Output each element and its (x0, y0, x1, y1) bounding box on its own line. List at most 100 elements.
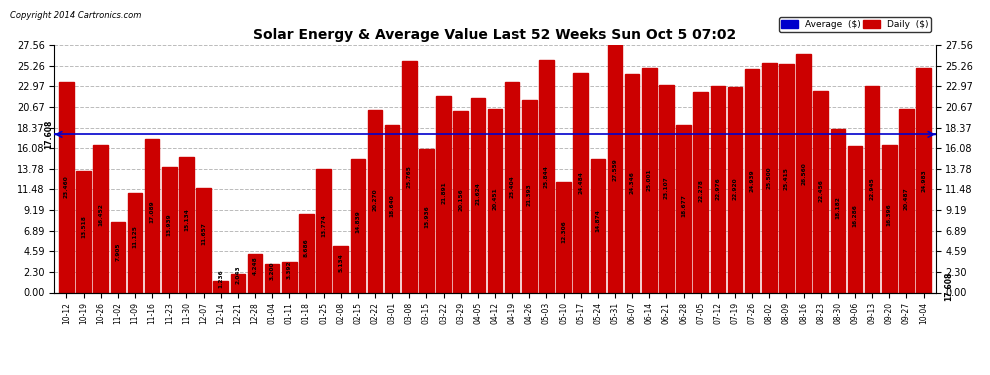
Text: 21.624: 21.624 (475, 182, 480, 205)
Bar (847, 146, 862, 292)
Bar (488, 109, 502, 292)
Bar (744, 69, 759, 292)
Bar (76, 171, 91, 292)
Bar (591, 159, 605, 292)
Bar (522, 100, 537, 292)
Bar (196, 188, 211, 292)
Bar (59, 82, 73, 292)
Bar (248, 254, 262, 292)
Bar (779, 64, 794, 292)
Text: 18.677: 18.677 (681, 194, 686, 217)
Text: 24.939: 24.939 (749, 169, 754, 192)
Bar (299, 214, 314, 292)
Bar (265, 264, 279, 292)
Text: 4.248: 4.248 (252, 256, 257, 275)
Text: 18.182: 18.182 (836, 196, 841, 219)
Bar (625, 74, 640, 292)
Bar (642, 68, 656, 292)
Bar (162, 167, 176, 292)
Text: 21.393: 21.393 (527, 183, 532, 206)
Bar (419, 149, 434, 292)
Bar (402, 61, 417, 292)
Bar (831, 129, 845, 292)
Text: 22.976: 22.976 (716, 177, 721, 200)
Bar (316, 169, 331, 292)
Text: 24.983: 24.983 (921, 169, 926, 192)
Text: 20.156: 20.156 (458, 188, 463, 211)
Text: 22.920: 22.920 (733, 177, 738, 200)
Bar (145, 139, 159, 292)
Bar (350, 159, 365, 292)
Text: 12.306: 12.306 (561, 220, 566, 243)
Text: 17.608: 17.608 (944, 272, 953, 302)
Bar (659, 85, 674, 292)
Bar (676, 125, 691, 292)
Text: 11.657: 11.657 (201, 222, 206, 245)
Text: 27.559: 27.559 (613, 158, 618, 181)
Text: 17.608: 17.608 (45, 120, 53, 149)
Bar (93, 145, 108, 292)
Bar (556, 182, 571, 292)
Bar (128, 193, 143, 292)
Bar (111, 222, 125, 292)
Text: 25.765: 25.765 (407, 165, 412, 188)
Bar (282, 262, 297, 292)
Bar (711, 86, 725, 292)
Bar (214, 281, 228, 292)
Bar (385, 125, 399, 292)
Bar (608, 45, 623, 292)
Text: 7.905: 7.905 (116, 242, 121, 261)
Bar (882, 145, 897, 292)
Text: 13.518: 13.518 (81, 215, 86, 238)
Title: Solar Energy & Average Value Last 52 Weeks Sun Oct 5 07:02: Solar Energy & Average Value Last 52 Wee… (253, 28, 737, 42)
Text: 13.939: 13.939 (166, 213, 172, 236)
Bar (231, 274, 246, 292)
Bar (573, 73, 588, 292)
Bar (179, 157, 194, 292)
Text: 23.404: 23.404 (510, 175, 515, 198)
Bar (865, 87, 879, 292)
Bar (899, 108, 914, 292)
Text: 26.560: 26.560 (801, 162, 806, 185)
Text: 22.278: 22.278 (698, 180, 703, 203)
Text: 3.392: 3.392 (287, 260, 292, 279)
Text: 14.839: 14.839 (355, 210, 360, 232)
Bar (505, 82, 520, 292)
Bar (437, 96, 450, 292)
Text: 22.945: 22.945 (869, 177, 874, 200)
Bar (693, 92, 708, 292)
Text: 8.686: 8.686 (304, 238, 309, 257)
Text: 25.844: 25.844 (544, 165, 548, 188)
Text: Copyright 2014 Cartronics.com: Copyright 2014 Cartronics.com (10, 11, 142, 20)
Text: 23.460: 23.460 (64, 175, 69, 198)
Text: 23.107: 23.107 (664, 176, 669, 199)
Text: 2.043: 2.043 (236, 266, 241, 284)
Text: 16.396: 16.396 (887, 204, 892, 226)
Bar (540, 60, 553, 292)
Bar (762, 63, 776, 292)
Bar (917, 68, 931, 292)
Text: 21.891: 21.891 (442, 181, 446, 204)
Text: 24.346: 24.346 (630, 171, 635, 194)
Text: 20.487: 20.487 (904, 187, 909, 210)
Text: 18.640: 18.640 (390, 194, 395, 217)
Text: 3.200: 3.200 (269, 261, 274, 280)
Text: 11.125: 11.125 (133, 225, 138, 248)
Text: 20.451: 20.451 (492, 187, 498, 210)
Text: 25.001: 25.001 (646, 169, 651, 192)
Text: 17.089: 17.089 (149, 201, 154, 223)
Bar (796, 54, 811, 292)
Text: 14.874: 14.874 (595, 210, 600, 232)
Text: 25.415: 25.415 (784, 167, 789, 190)
Bar (334, 246, 348, 292)
Text: 20.270: 20.270 (372, 188, 377, 211)
Text: 5.134: 5.134 (339, 253, 344, 272)
Text: 15.936: 15.936 (424, 206, 429, 228)
Text: 13.774: 13.774 (321, 214, 326, 237)
Bar (728, 87, 742, 292)
Bar (367, 111, 382, 292)
Text: 15.134: 15.134 (184, 209, 189, 231)
Text: 16.286: 16.286 (852, 204, 857, 226)
Text: 24.484: 24.484 (578, 171, 583, 194)
Legend: Average  ($), Daily  ($): Average ($), Daily ($) (779, 17, 931, 32)
